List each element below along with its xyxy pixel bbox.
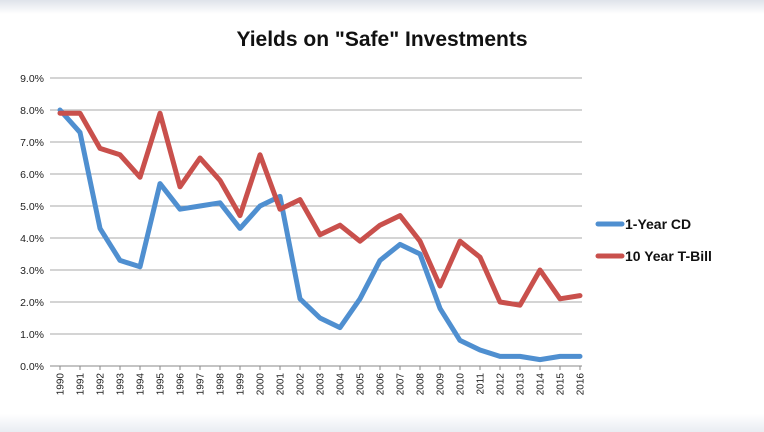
series-line (57, 110, 583, 308)
x-tick-label: 2005 (356, 373, 367, 396)
y-tick-label: 8.0% (20, 105, 44, 117)
gridlines (50, 77, 582, 367)
x-tick-label: 2000 (256, 373, 267, 396)
x-tick-label: 2010 (456, 373, 467, 396)
legend-label: 10 Year T-Bill (625, 248, 712, 264)
x-tick-label: 1996 (176, 373, 187, 396)
x-tick-label: 2014 (536, 373, 547, 396)
y-tick-label: 7.0% (20, 137, 44, 149)
x-tick-label: 2007 (396, 373, 407, 396)
x-tick-label: 1993 (116, 373, 127, 396)
y-tick-label: 4.0% (20, 233, 44, 245)
x-axis-ticks: 1990 1991 1992 1993 1994 1995 1996 1997 1998 1999… (56, 366, 587, 395)
x-tick-label: 2012 (496, 373, 507, 396)
x-tick-label: 2013 (516, 373, 527, 396)
legend: 1-Year CD 10 Year T-Bill (595, 216, 712, 264)
x-tick-label: 1995 (156, 373, 167, 396)
x-tick-label: 2001 (276, 373, 287, 396)
x-tick-label: 2008 (416, 373, 427, 396)
x-tick-label: 1997 (196, 373, 207, 396)
y-tick-label: 1.0% (20, 329, 44, 341)
y-tick-label: 5.0% (20, 201, 44, 213)
x-tick-label: 2006 (376, 373, 387, 396)
x-tick-label: 1992 (96, 373, 107, 396)
x-tick-label: 2004 (336, 373, 347, 396)
y-axis-ticks: 0.0% 1.0% 2.0% 3.0% 4.0% 5.0% 6.0% 7.0% 8.0% 9.0% (20, 73, 44, 373)
series-lines (57, 107, 583, 363)
x-tick-label: 1999 (236, 373, 247, 396)
y-tick-label: 6.0% (20, 169, 44, 181)
x-tick-label: 2009 (436, 373, 447, 396)
bottom-strip (0, 414, 764, 432)
x-tick-label: 1998 (216, 373, 227, 396)
x-tick-label: 1990 (56, 373, 67, 396)
x-tick-label: 2011 (476, 373, 487, 395)
x-tick-label: 2015 (556, 373, 567, 396)
legend-label: 1-Year CD (625, 216, 691, 232)
x-tick-label: 1994 (136, 373, 147, 396)
series-line (57, 107, 583, 363)
top-fade (0, 0, 764, 14)
y-tick-label: 2.0% (20, 297, 44, 309)
y-tick-label: 9.0% (20, 73, 44, 85)
y-tick-label: 0.0% (20, 361, 44, 373)
x-tick-label: 2003 (316, 373, 327, 396)
chart-title: Yields on "Safe" Investments (236, 28, 528, 51)
x-tick-label: 2016 (576, 373, 587, 396)
x-tick-label: 2002 (296, 373, 307, 396)
x-tick-label: 1991 (76, 373, 87, 396)
y-tick-label: 3.0% (20, 265, 44, 277)
